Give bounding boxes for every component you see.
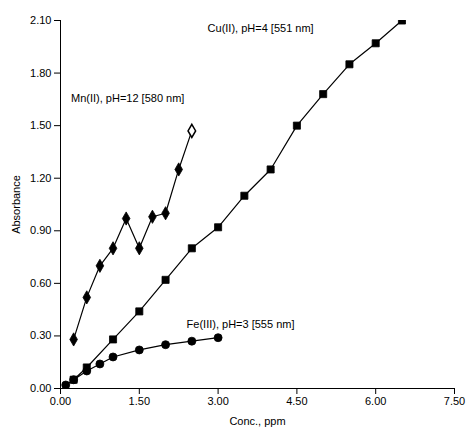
svg-text:Conc., ppm: Conc., ppm — [229, 415, 285, 427]
svg-text:0.00: 0.00 — [50, 395, 71, 407]
svg-text:6.00: 6.00 — [365, 395, 386, 407]
svg-text:1.50: 1.50 — [129, 395, 150, 407]
svg-text:1.20: 1.20 — [30, 172, 51, 184]
svg-text:2.10: 2.10 — [30, 14, 51, 26]
svg-text:3.00: 3.00 — [207, 395, 228, 407]
svg-text:Absorbance: Absorbance — [10, 175, 22, 234]
svg-text:0.90: 0.90 — [30, 224, 51, 236]
svg-text:0.60: 0.60 — [30, 277, 51, 289]
svg-text:Cu(II), pH=4 [551 nm]: Cu(II), pH=4 [551 nm] — [208, 22, 314, 34]
svg-text:0.00: 0.00 — [30, 382, 51, 394]
svg-text:7.50: 7.50 — [444, 395, 465, 407]
svg-text:Fe(III), pH=3 [555 nm]: Fe(III), pH=3 [555 nm] — [187, 318, 295, 330]
svg-text:1.80: 1.80 — [30, 67, 51, 79]
svg-text:Mn(II), pH=12 [580 nm]: Mn(II), pH=12 [580 nm] — [71, 92, 184, 104]
svg-text:1.50: 1.50 — [30, 119, 51, 131]
svg-text:4.50: 4.50 — [286, 395, 307, 407]
svg-text:0.30: 0.30 — [30, 329, 51, 341]
